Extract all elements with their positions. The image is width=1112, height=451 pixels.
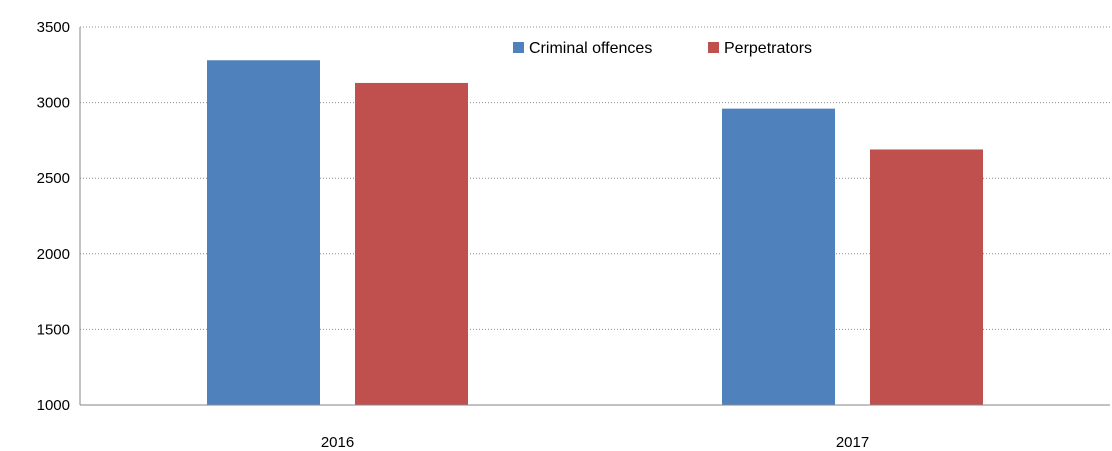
legend-label-criminal-offences: Criminal offences [529,40,652,57]
bar-perpetrators-2016 [355,82,468,405]
bars [207,60,983,405]
axes [79,27,1110,406]
bar-criminal-offences-2016 [207,60,320,405]
legend: Criminal offences Perpetrators [513,40,812,57]
legend-swatch-perpetrators [708,42,719,53]
bar-perpetrators-2017 [870,149,983,405]
legend-label-perpetrators: Perpetrators [724,40,812,57]
legend-swatch-criminal-offences [513,42,524,53]
y-tick-labels: 1000 1500 2000 2500 3000 3500 [37,19,70,414]
y-tick-label-3500: 3500 [37,19,70,36]
y-tick-label-3000: 3000 [37,95,70,112]
y-tick-label-1500: 1500 [37,321,70,338]
y-tick-label-2000: 2000 [37,246,70,263]
x-tick-label-2017: 2017 [836,434,869,451]
x-tick-label-2016: 2016 [321,434,354,451]
x-tick-labels: 2016 2017 [321,434,869,451]
bar-criminal-offences-2017 [722,108,835,405]
y-tick-label-1000: 1000 [37,397,70,414]
y-tick-label-2500: 2500 [37,170,70,187]
